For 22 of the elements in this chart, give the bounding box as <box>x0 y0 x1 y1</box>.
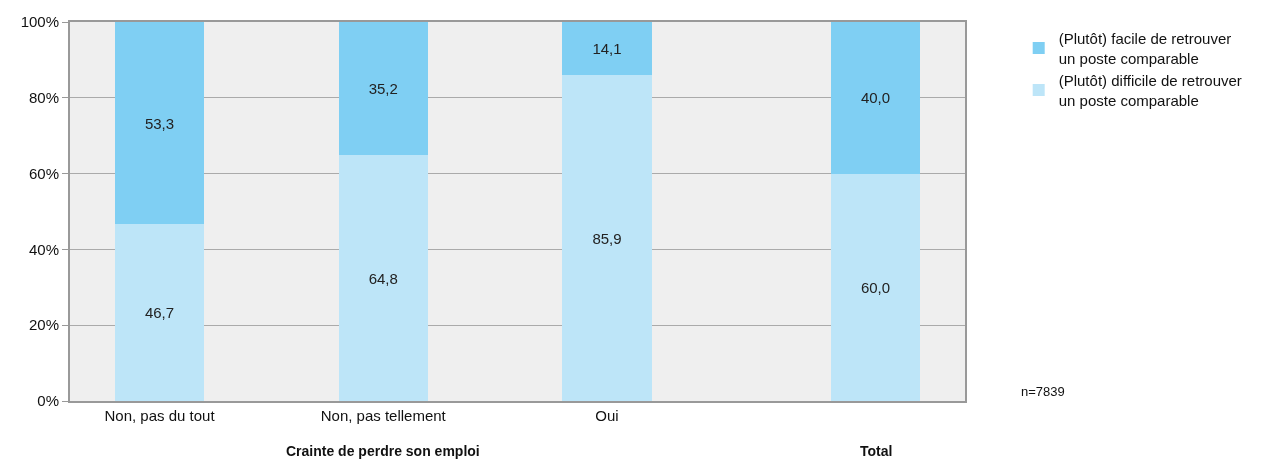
y-tick-label: 80% <box>28 89 59 107</box>
data-label: 60,0 <box>860 278 891 296</box>
y-tick-label: 60% <box>28 164 59 182</box>
data-label: 64,8 <box>368 269 398 287</box>
data-label: 46,7 <box>144 304 175 322</box>
data-label: 14,1 <box>592 40 622 58</box>
data-label: 40,0 <box>860 89 891 107</box>
x-tick-label: Non, pas tellement <box>320 407 447 424</box>
data-label: 85,9 <box>592 229 622 247</box>
legend-label: (Plutôt) difficile de retrouver un poste comparable <box>1058 72 1242 109</box>
x-tick-label: Non, pas du tout <box>104 407 216 424</box>
legend-label: (Plutôt) facile de retrouver un poste comparable <box>1058 30 1232 67</box>
text: n=7839 <box>1021 384 1065 399</box>
x-axis-title: Crainte de perdre son emploi <box>286 443 480 459</box>
text: Total <box>860 443 893 459</box>
y-tick-label: 40% <box>28 240 59 258</box>
y-tick-label: 20% <box>28 316 59 334</box>
y-tick-label: 0% <box>37 392 59 410</box>
x-tick-label: Oui <box>595 407 619 424</box>
data-label: 53,3 <box>144 114 175 132</box>
y-tick-label: 100% <box>20 13 59 31</box>
data-label: 35,2 <box>368 80 398 98</box>
